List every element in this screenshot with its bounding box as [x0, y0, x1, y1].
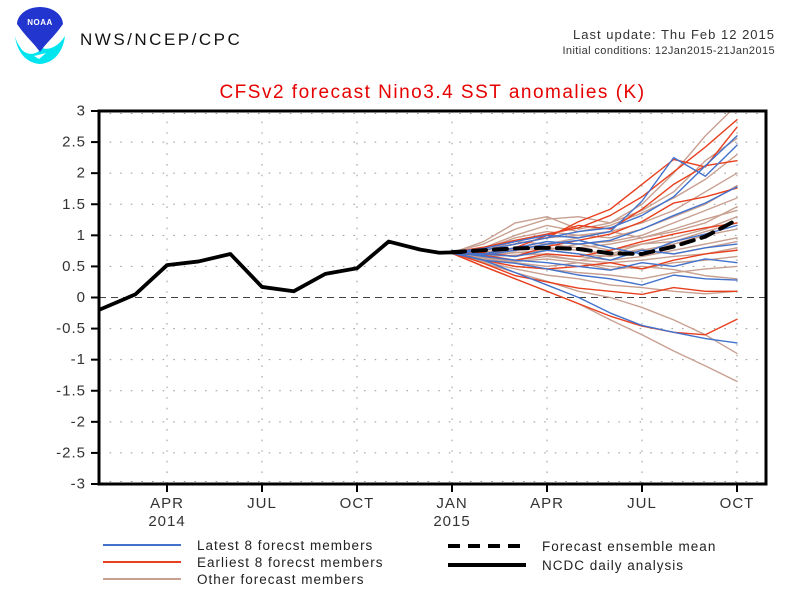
- legend-label-ensemble-mean: Forecast ensemble mean: [542, 538, 717, 554]
- initial-conditions-text: Initial conditions: 12Jan2015-21Jan2015: [562, 45, 775, 57]
- legend-label-other: Other forecast members: [197, 571, 365, 587]
- svg-text:APR: APR: [530, 495, 564, 512]
- svg-text:OCT: OCT: [340, 495, 375, 512]
- legend-swatch-ensemble-mean: [448, 544, 526, 548]
- svg-text:APR: APR: [150, 495, 184, 512]
- legend-other-members: Other forecast members: [103, 571, 365, 587]
- svg-text:0.5: 0.5: [62, 258, 86, 275]
- legend-swatch-latest: [103, 544, 181, 546]
- svg-text:JUL: JUL: [247, 495, 277, 512]
- svg-text:2: 2: [77, 165, 86, 182]
- svg-text:JUL: JUL: [627, 495, 657, 512]
- agency-title: NWS/NCEP/CPC: [80, 30, 243, 49]
- legend-latest-members: Latest 8 forecst members: [103, 537, 374, 553]
- update-block: Last update: Thu Feb 12 2015 Initial con…: [562, 27, 775, 57]
- svg-text:OCT: OCT: [720, 495, 755, 512]
- legend-ensemble-mean: Forecast ensemble mean: [448, 538, 717, 554]
- legend-swatch-other: [103, 578, 181, 580]
- svg-text:-2.5: -2.5: [56, 444, 86, 461]
- chart-title: CFSv2 forecast Nino3.4 SST anomalies (K): [219, 82, 646, 103]
- svg-text:-1: -1: [71, 351, 86, 368]
- legend-swatch-earliest: [103, 561, 181, 563]
- svg-text:1.5: 1.5: [62, 196, 86, 213]
- legend-label-earliest: Earliest 8 forecst members: [197, 554, 384, 570]
- legend-ncdc-analysis: NCDC daily analysis: [448, 557, 685, 573]
- svg-text:2014: 2014: [148, 513, 185, 530]
- svg-text:3: 3: [77, 103, 86, 120]
- noaa-logo-wing: [34, 53, 46, 59]
- svg-text:1: 1: [77, 227, 86, 244]
- noaa-logo-shell: [17, 7, 63, 52]
- noaa-logo-bird: [15, 36, 65, 64]
- legend-swatch-ncdc-analysis: [448, 563, 526, 567]
- svg-text:-1.5: -1.5: [56, 382, 86, 399]
- noaa-logo: NOAA: [15, 7, 65, 64]
- svg-text:-2: -2: [71, 413, 86, 430]
- svg-text:-0.5: -0.5: [56, 320, 86, 337]
- legend-label-ncdc-analysis: NCDC daily analysis: [542, 557, 685, 573]
- svg-text:-3: -3: [71, 476, 86, 493]
- svg-text:2015: 2015: [433, 513, 470, 530]
- last-update-text: Last update: Thu Feb 12 2015: [573, 27, 775, 42]
- legend-earliest-members: Earliest 8 forecst members: [103, 554, 384, 570]
- legend-label-latest: Latest 8 forecst members: [197, 537, 374, 553]
- svg-text:0: 0: [77, 289, 86, 306]
- noaa-logo-text: NOAA: [27, 18, 53, 27]
- svg-text:2.5: 2.5: [62, 134, 86, 151]
- svg-text:JAN: JAN: [436, 495, 467, 512]
